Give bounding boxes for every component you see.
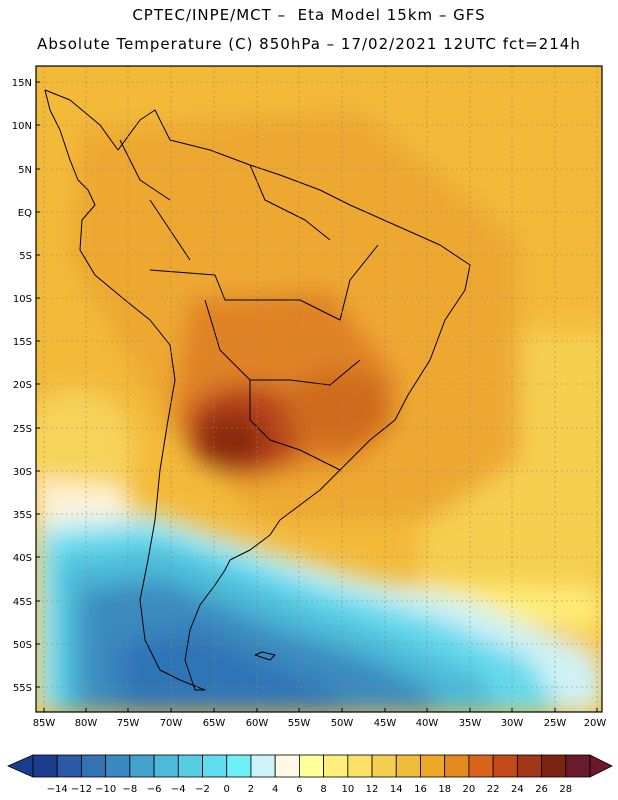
- colorbar-label: −8: [122, 784, 137, 795]
- lon-label-20W: 20W: [584, 718, 607, 729]
- lon-label-25W: 25W: [544, 718, 567, 729]
- lat-label-40S: 40S: [13, 553, 32, 564]
- lat-label-35S: 35S: [13, 510, 32, 521]
- lat-label-20S: 20S: [13, 380, 32, 391]
- island-galapagos: [30, 180, 32, 190]
- colorbar-swatch: [177, 754, 203, 778]
- colorbar-swatch: [298, 754, 325, 778]
- lat-label-15S: 15S: [13, 337, 32, 348]
- colorbar-label: 12: [366, 784, 379, 795]
- colorbar-label: 2: [248, 784, 254, 795]
- colorbar-label: 10: [341, 784, 354, 795]
- lat-label-45S: 45S: [13, 597, 32, 608]
- colorbar-label: 14: [390, 784, 403, 795]
- lon-label-80W: 80W: [75, 718, 98, 729]
- colorbar-swatch: [541, 754, 567, 778]
- lat-label-eq: EQ: [18, 208, 32, 219]
- colorbar-label: 8: [320, 784, 326, 795]
- lon-label-45W: 45W: [374, 718, 397, 729]
- colorbar-swatch: [420, 754, 446, 778]
- border-colombia: [119, 139, 171, 201]
- lat-label-50S: 50S: [13, 640, 32, 651]
- lat-label-5N: 5N: [18, 165, 32, 176]
- colorbar-swatch: [347, 754, 373, 778]
- lat-ticks: [36, 81, 40, 688]
- colorbar-label: 6: [296, 784, 302, 795]
- colorbar-label: −4: [171, 784, 186, 795]
- lat-label-25S: 25S: [13, 424, 32, 435]
- colorbar-arrow-cold: [7, 754, 34, 778]
- colorbar-swatch: [129, 754, 155, 778]
- lat-label-5S: 5S: [19, 251, 32, 262]
- colorbar-swatch: [395, 754, 421, 778]
- lon-axis-labels: 85W 80W 75W 70W 65W 60W 55W 50W 45W 40W …: [33, 718, 607, 729]
- colorbar-swatch: [32, 754, 58, 778]
- map-subtitle: Absolute Temperature (C) 850hPa – 17/02/…: [37, 35, 581, 53]
- colorbar-swatch: [323, 754, 349, 778]
- colorbar-swatch: [565, 754, 591, 778]
- border-south: [249, 380, 341, 471]
- colorbar-swatch: [371, 754, 397, 778]
- colorbar-swatch: [250, 754, 276, 778]
- colorbar-label: 28: [559, 784, 572, 795]
- lon-label-35W: 35W: [459, 718, 482, 729]
- colorbar-label: 26: [535, 784, 548, 795]
- colorbar-swatch: [153, 754, 179, 778]
- colorbar-label: −14: [47, 784, 68, 795]
- colorbar-label: 4: [272, 784, 278, 795]
- colorbar-swatch: [274, 754, 300, 778]
- lat-label-15N: 15N: [12, 78, 32, 89]
- lon-label-50W: 50W: [331, 718, 354, 729]
- lon-label-55W: 55W: [288, 718, 311, 729]
- border-central: [204, 299, 361, 386]
- colorbar-label: 0: [224, 784, 230, 795]
- map-frame: [35, 65, 603, 713]
- colorbar-label: −12: [71, 784, 92, 795]
- colorbar-swatch: [468, 754, 494, 778]
- lat-axis-labels: 15N 10N 5N EQ 5S 10S 15S 20S 25S 30S 35S…: [12, 78, 32, 694]
- colorbar-label: −6: [147, 784, 162, 795]
- border-guianas: [249, 164, 331, 241]
- lon-label-70W: 70W: [160, 718, 183, 729]
- colorbar-swatch: [226, 754, 252, 778]
- lat-lon-grid: [36, 66, 602, 712]
- lon-label-75W: 75W: [117, 718, 140, 729]
- coastlines: [30, 89, 471, 691]
- lon-label-40W: 40W: [416, 718, 439, 729]
- colorbar-label: 20: [463, 784, 476, 795]
- colorbar-label: 16: [414, 784, 427, 795]
- colorbar-label: −10: [95, 784, 116, 795]
- lat-label-55S: 55S: [13, 683, 32, 694]
- colorbar: −14 −12 −10 −8 −6 −4 −2 0 2 4 6 8 10 12 14 16 18 20 22 24 26…: [7, 754, 613, 795]
- colorbar-label: −2: [195, 784, 210, 795]
- lon-label-60W: 60W: [246, 718, 269, 729]
- lat-label-10N: 10N: [12, 121, 32, 132]
- colorbar-swatch: [444, 754, 470, 778]
- lat-label-30S: 30S: [13, 467, 32, 478]
- lat-label-10S: 10S: [13, 294, 32, 305]
- colorbar-label: 22: [487, 784, 500, 795]
- colorbar-label: 24: [511, 784, 524, 795]
- colorbar-label: 18: [438, 784, 451, 795]
- colorbar-swatch: [81, 754, 107, 778]
- island-falklands: [254, 651, 276, 661]
- continent-outline: [44, 89, 471, 691]
- border-andes-north: [149, 199, 191, 261]
- colorbar-arrow-warm: [589, 754, 613, 778]
- lon-label-65W: 65W: [203, 718, 226, 729]
- border-north: [149, 244, 379, 321]
- lon-label-30W: 30W: [501, 718, 524, 729]
- lon-ticks: [43, 708, 598, 712]
- colorbar-swatch: [202, 754, 228, 778]
- colorbar-swatch: [56, 754, 82, 778]
- colorbar-swatch: [516, 754, 542, 778]
- colorbar-swatch: [492, 754, 518, 778]
- colorbar-swatch: [105, 754, 131, 778]
- lon-label-85W: 85W: [33, 718, 56, 729]
- temperature-field: [36, 66, 602, 712]
- map-title: CPTEC/INPE/MCT – Eta Model 15km – GFS: [132, 6, 486, 24]
